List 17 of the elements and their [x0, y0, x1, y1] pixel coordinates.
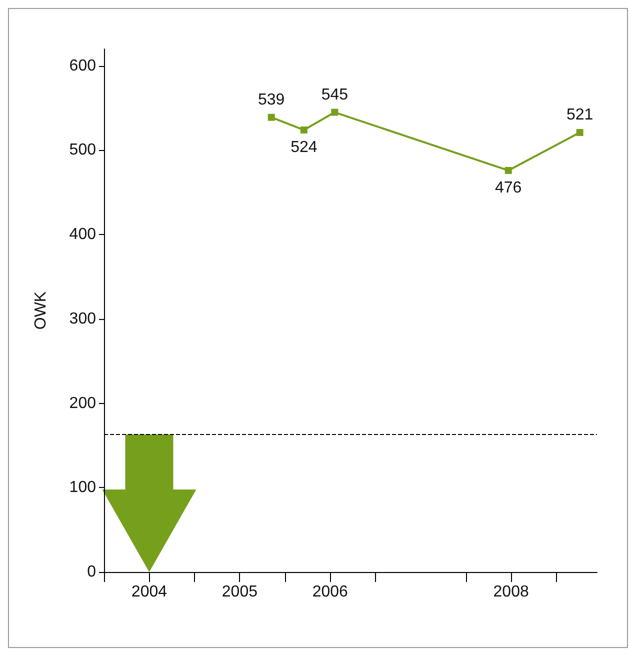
y-tick-label: 100 [69, 479, 96, 496]
y-axis-title: OWK [32, 291, 50, 330]
y-tick-label: 600 [69, 57, 96, 74]
data-label: 521 [566, 106, 594, 124]
x-tick-label: 2004 [131, 584, 168, 600]
x-tick-label: 2006 [312, 584, 348, 600]
x-tick-label: 2005 [222, 584, 258, 600]
y-tick-label: 300 [69, 310, 96, 328]
data-label: 476 [495, 179, 522, 196]
y-tick-label: 0 [87, 564, 96, 580]
y-tick-label: 400 [69, 226, 96, 244]
data-label: 524 [290, 138, 318, 156]
x-tick-label: 2008 [493, 584, 529, 600]
data-label: 539 [258, 91, 285, 108]
data-label: 545 [321, 86, 348, 104]
y-tick-label: 500 [69, 142, 96, 159]
y-tick-label: 200 [69, 394, 96, 412]
